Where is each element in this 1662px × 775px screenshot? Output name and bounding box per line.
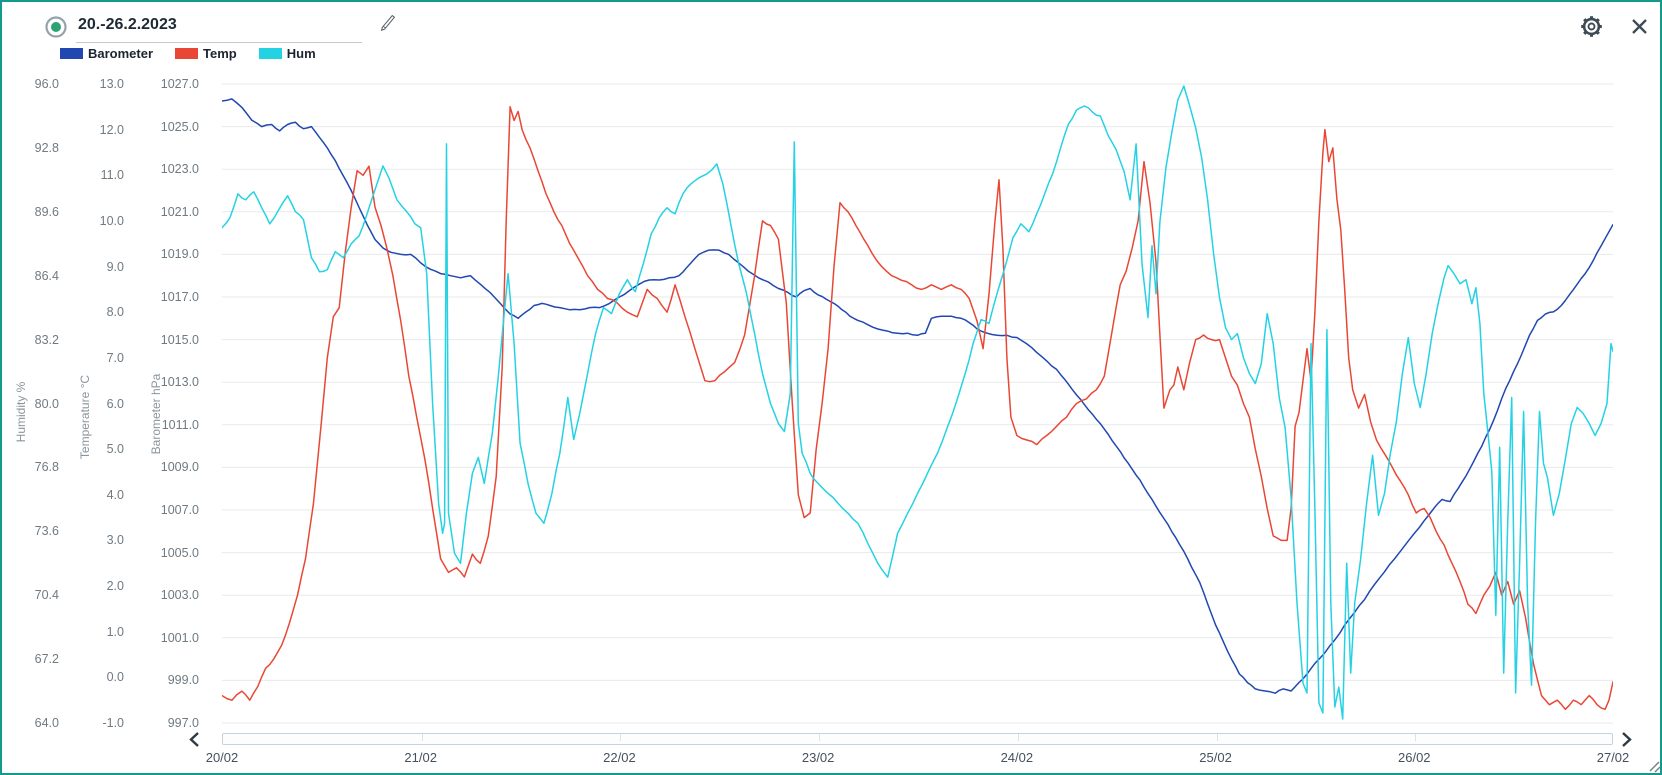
y-tick-barometer: 1017.0 [160,290,199,304]
y-tick-humidity: 92.8 [34,140,59,155]
y-tick-humidity: 64.0 [34,716,59,730]
y-tick-temperature: 1.0 [106,624,124,639]
scrollbar-day-tick [620,734,622,741]
y-axis-title-temperature: Temperature °C [78,374,92,460]
y-tick-temperature: 8.0 [106,305,124,320]
y-tick-humidity: 73.6 [34,524,59,539]
legend-item-barometer[interactable]: Barometer [60,46,153,61]
legend-item-temp[interactable]: Temp [175,46,237,61]
edit-pencil-icon[interactable] [379,14,397,32]
y-tick-barometer: 999.0 [167,673,199,688]
scrollbar-day-tick [1017,734,1019,741]
temp-swatch [175,47,199,59]
scrollbar-day-tick [819,734,821,741]
y-tick-barometer: 1011.0 [161,417,199,432]
y-tick-temperature: 6.0 [106,396,124,411]
legend-label-hum: Hum [286,45,316,61]
resize-handle-icon[interactable] [1644,756,1660,773]
x-tick-label: 20/02 [205,750,239,765]
y-tick-barometer: 1001.0 [160,630,199,645]
legend-item-hum[interactable]: Hum [258,45,316,61]
y-tick-barometer: 1027.0 [160,77,199,91]
legend-label-barometer: Barometer [88,45,154,61]
y-tick-temperature: 2.0 [106,579,124,594]
y-tick-temperature: 4.0 [106,487,124,502]
y-tick-temperature: -1.0 [102,716,124,730]
chevron-right-icon[interactable] [1620,731,1633,748]
y-tick-humidity: 86.4 [34,268,59,283]
chevron-left-icon[interactable] [188,731,201,748]
y-tick-barometer: 1021.0 [160,204,199,219]
x-tick-label: 26/02 [1398,750,1431,765]
y-axis-ticks-humidity: 96.0 92.8 89.6 86.4 83.2 80.0 76.8 73.6 70.4 67.2… [2,2,59,773]
y-axis-title-barometer: Barometer hPa [149,373,163,455]
x-tick-label: 21/02 [404,750,437,765]
x-tick-label: 24/02 [1000,750,1034,765]
y-tick-humidity: 67.2 [34,652,59,667]
y-tick-humidity: 80.0 [34,396,59,411]
y-tick-barometer: 1023.0 [160,162,199,177]
y-tick-humidity: 76.8 [34,460,59,475]
y-axis-ticks-temperature: 13.0 12.0 11.0 10.0 9.0 8.0 7.0 6.0 5.0 4.0 3.0 2.0… [2,2,124,773]
scrollbar-day-tick [421,734,423,741]
y-tick-temperature: 3.0 [106,533,124,548]
y-tick-barometer: 1025.0 [160,119,199,134]
scrollbar-day-tick [1216,734,1218,741]
y-axis-ticks-barometer: 1027.0 1025.0 1023.0 1021.0 1019.0 1017.0 1015… [2,2,199,773]
y-tick-temperature: 11.0 [100,168,124,183]
y-tick-barometer: 1015.0 [160,332,199,347]
y-tick-temperature: 9.0 [106,259,124,274]
x-tick-label: 22/02 [603,750,636,765]
hum-line [222,85,1613,720]
hum-swatch [258,47,282,59]
x-tick-label: 27/02 [1596,750,1630,765]
chart-legend: Barometer Temp Hum [60,44,338,62]
y-tick-barometer: 1013.0 [160,375,199,390]
y-tick-temperature: 0.0 [106,670,124,685]
y-tick-humidity: 96.0 [34,77,59,91]
gridlines [222,83,1613,724]
y-tick-humidity: 83.2 [34,332,59,347]
chart-title-input[interactable] [76,10,362,43]
x-tick-label: 25/02 [1199,750,1232,765]
y-tick-temperature: 13.0 [99,77,124,91]
settings-gear-icon[interactable] [1579,14,1604,39]
scrollbar-day-tick [1415,734,1417,741]
x-tick-label: 23/02 [801,750,835,765]
y-tick-humidity: 89.6 [34,204,59,219]
y-tick-barometer: 1003.0 [160,588,199,603]
y-tick-barometer: 1019.0 [160,247,199,262]
y-tick-humidity: 70.4 [34,588,59,603]
y-tick-barometer: 1007.0 [160,503,199,517]
y-tick-temperature: 5.0 [106,442,124,457]
active-indicator-icon[interactable] [44,15,68,39]
barometer-line [222,98,1613,694]
y-tick-barometer: 1005.0 [160,545,199,560]
y-tick-temperature: 10.0 [99,213,124,228]
x-axis-scrollbar[interactable] [222,733,1613,745]
barometer-swatch [60,47,83,59]
y-axis-title-humidity: Humidity % [14,381,28,443]
temp-line [222,106,1613,711]
y-tick-barometer: 1009.0 [160,460,199,475]
y-tick-temperature: 7.0 [106,350,124,365]
legend-label-temp: Temp [203,45,237,61]
y-tick-barometer: 997.0 [167,716,199,730]
close-icon[interactable] [1630,17,1649,36]
y-tick-temperature: 12.0 [99,122,124,137]
